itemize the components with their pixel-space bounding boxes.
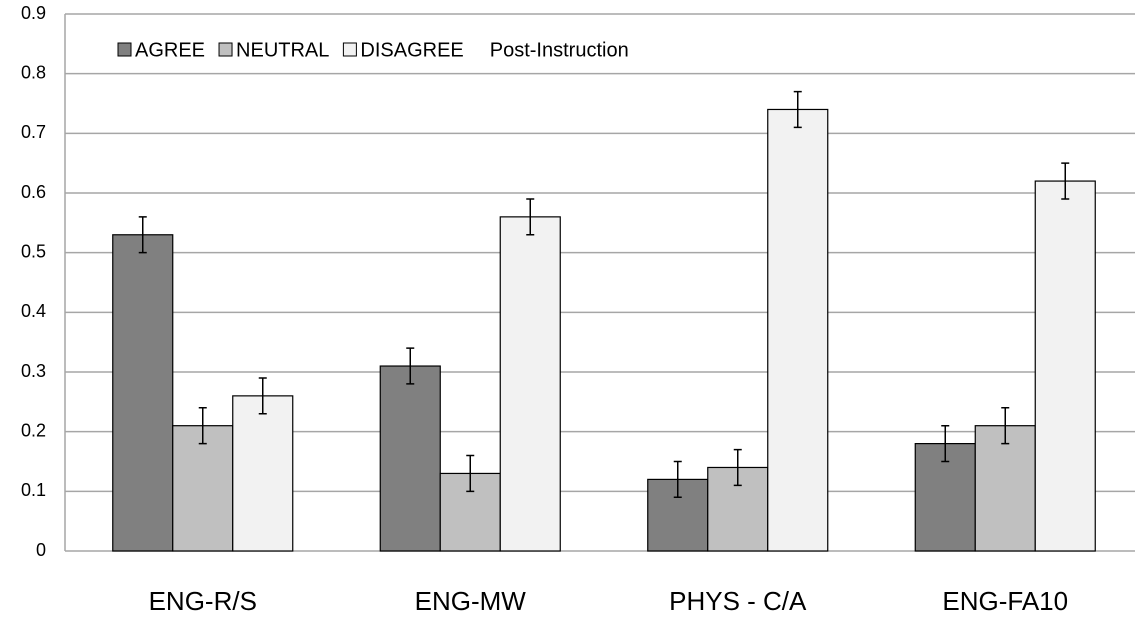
- x-tick-label: ENG-FA10: [942, 586, 1068, 616]
- error-bar: [466, 454, 475, 493]
- error-bar: [941, 424, 950, 463]
- y-tick-label: 0.9: [21, 3, 46, 23]
- x-tick-label: ENG-MW: [415, 586, 527, 616]
- y-tick-label: 0.4: [21, 301, 46, 321]
- y-tick-label: 0.6: [21, 182, 46, 202]
- bar: [974, 425, 1036, 552]
- legend-swatch: [218, 42, 233, 57]
- error-bar: [733, 448, 742, 487]
- error-bar: [406, 347, 415, 385]
- y-tick-label: 0: [36, 540, 46, 560]
- chart-title: Post-Instruction: [490, 39, 629, 61]
- legend-label: AGREE: [135, 39, 205, 61]
- y-tick-label: 0.7: [21, 122, 46, 142]
- legend-swatch: [117, 42, 132, 57]
- bar: [379, 365, 441, 552]
- legend-swatch: [342, 42, 357, 57]
- y-tick-label: 0.1: [21, 480, 46, 500]
- bar: [499, 216, 561, 552]
- error-bar: [138, 216, 147, 254]
- y-tick-label: 0.2: [21, 420, 46, 440]
- bar: [1034, 180, 1096, 552]
- error-bar: [198, 407, 207, 445]
- legend-label: NEUTRAL: [236, 39, 329, 61]
- error-bar: [1061, 162, 1070, 200]
- error-bar: [793, 90, 802, 129]
- error-bar: [526, 198, 535, 236]
- bar: [172, 425, 234, 552]
- y-tick-label: 0.8: [21, 62, 46, 82]
- error-bar: [258, 377, 267, 415]
- bar: [767, 108, 829, 552]
- x-tick-label: ENG-R/S: [149, 586, 257, 616]
- bar: [112, 234, 174, 552]
- y-tick-label: 0.5: [21, 241, 46, 261]
- legend-label: DISAGREE: [360, 39, 463, 61]
- y-tick-label: 0.3: [21, 361, 46, 381]
- x-tick-label: PHYS - C/A: [669, 586, 807, 616]
- error-bar: [1001, 407, 1010, 445]
- bar: [232, 395, 294, 552]
- error-bar: [673, 460, 682, 499]
